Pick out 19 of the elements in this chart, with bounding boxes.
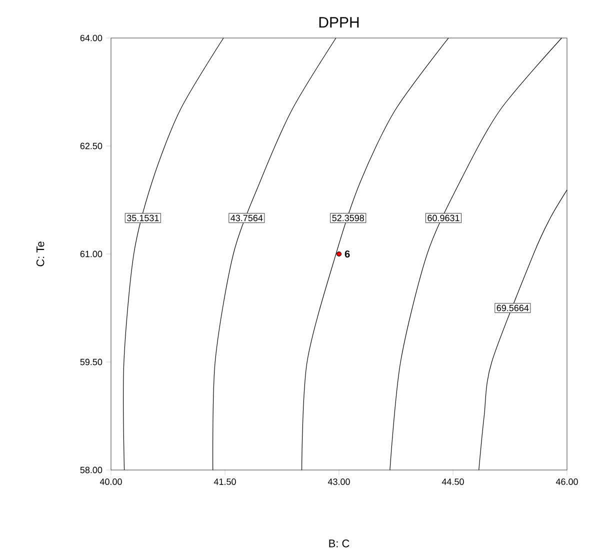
y-tick-label: 61.00 (80, 250, 102, 258)
x-tick-label: 46.00 (556, 478, 578, 485)
series-label: 52.3598 (332, 214, 364, 222)
x-tick-label: 44.50 (442, 478, 464, 485)
series-label: 60.9631 (428, 214, 460, 222)
y-tick-label: 62.50 (80, 142, 102, 150)
annotation: 6 (344, 250, 350, 258)
y-tick-label: 64.00 (80, 34, 102, 42)
y-tick-label: 58.00 (80, 466, 102, 474)
series-label: 35.1531 (127, 214, 159, 222)
y-tick-label: 59.50 (80, 358, 102, 366)
x-tick-label: 40.00 (100, 478, 122, 485)
series-label: 69.5664 (496, 304, 529, 312)
x-tick-label: 43.00 (328, 478, 350, 485)
x-axis-title: B: C (329, 540, 350, 548)
series-label: 43.7564 (230, 214, 263, 222)
chart-title: DPPH (319, 17, 359, 28)
x-tick-label: 41.50 (214, 478, 236, 485)
y-axis-title: C: Te (36, 242, 44, 266)
